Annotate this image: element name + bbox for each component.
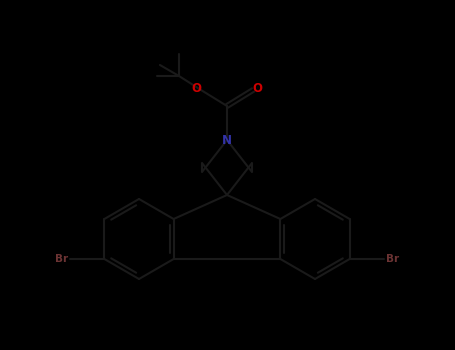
Text: O: O: [252, 82, 262, 95]
Text: Br: Br: [55, 254, 68, 264]
Text: O: O: [191, 82, 201, 95]
Text: Br: Br: [386, 254, 399, 264]
Text: N: N: [222, 133, 232, 147]
